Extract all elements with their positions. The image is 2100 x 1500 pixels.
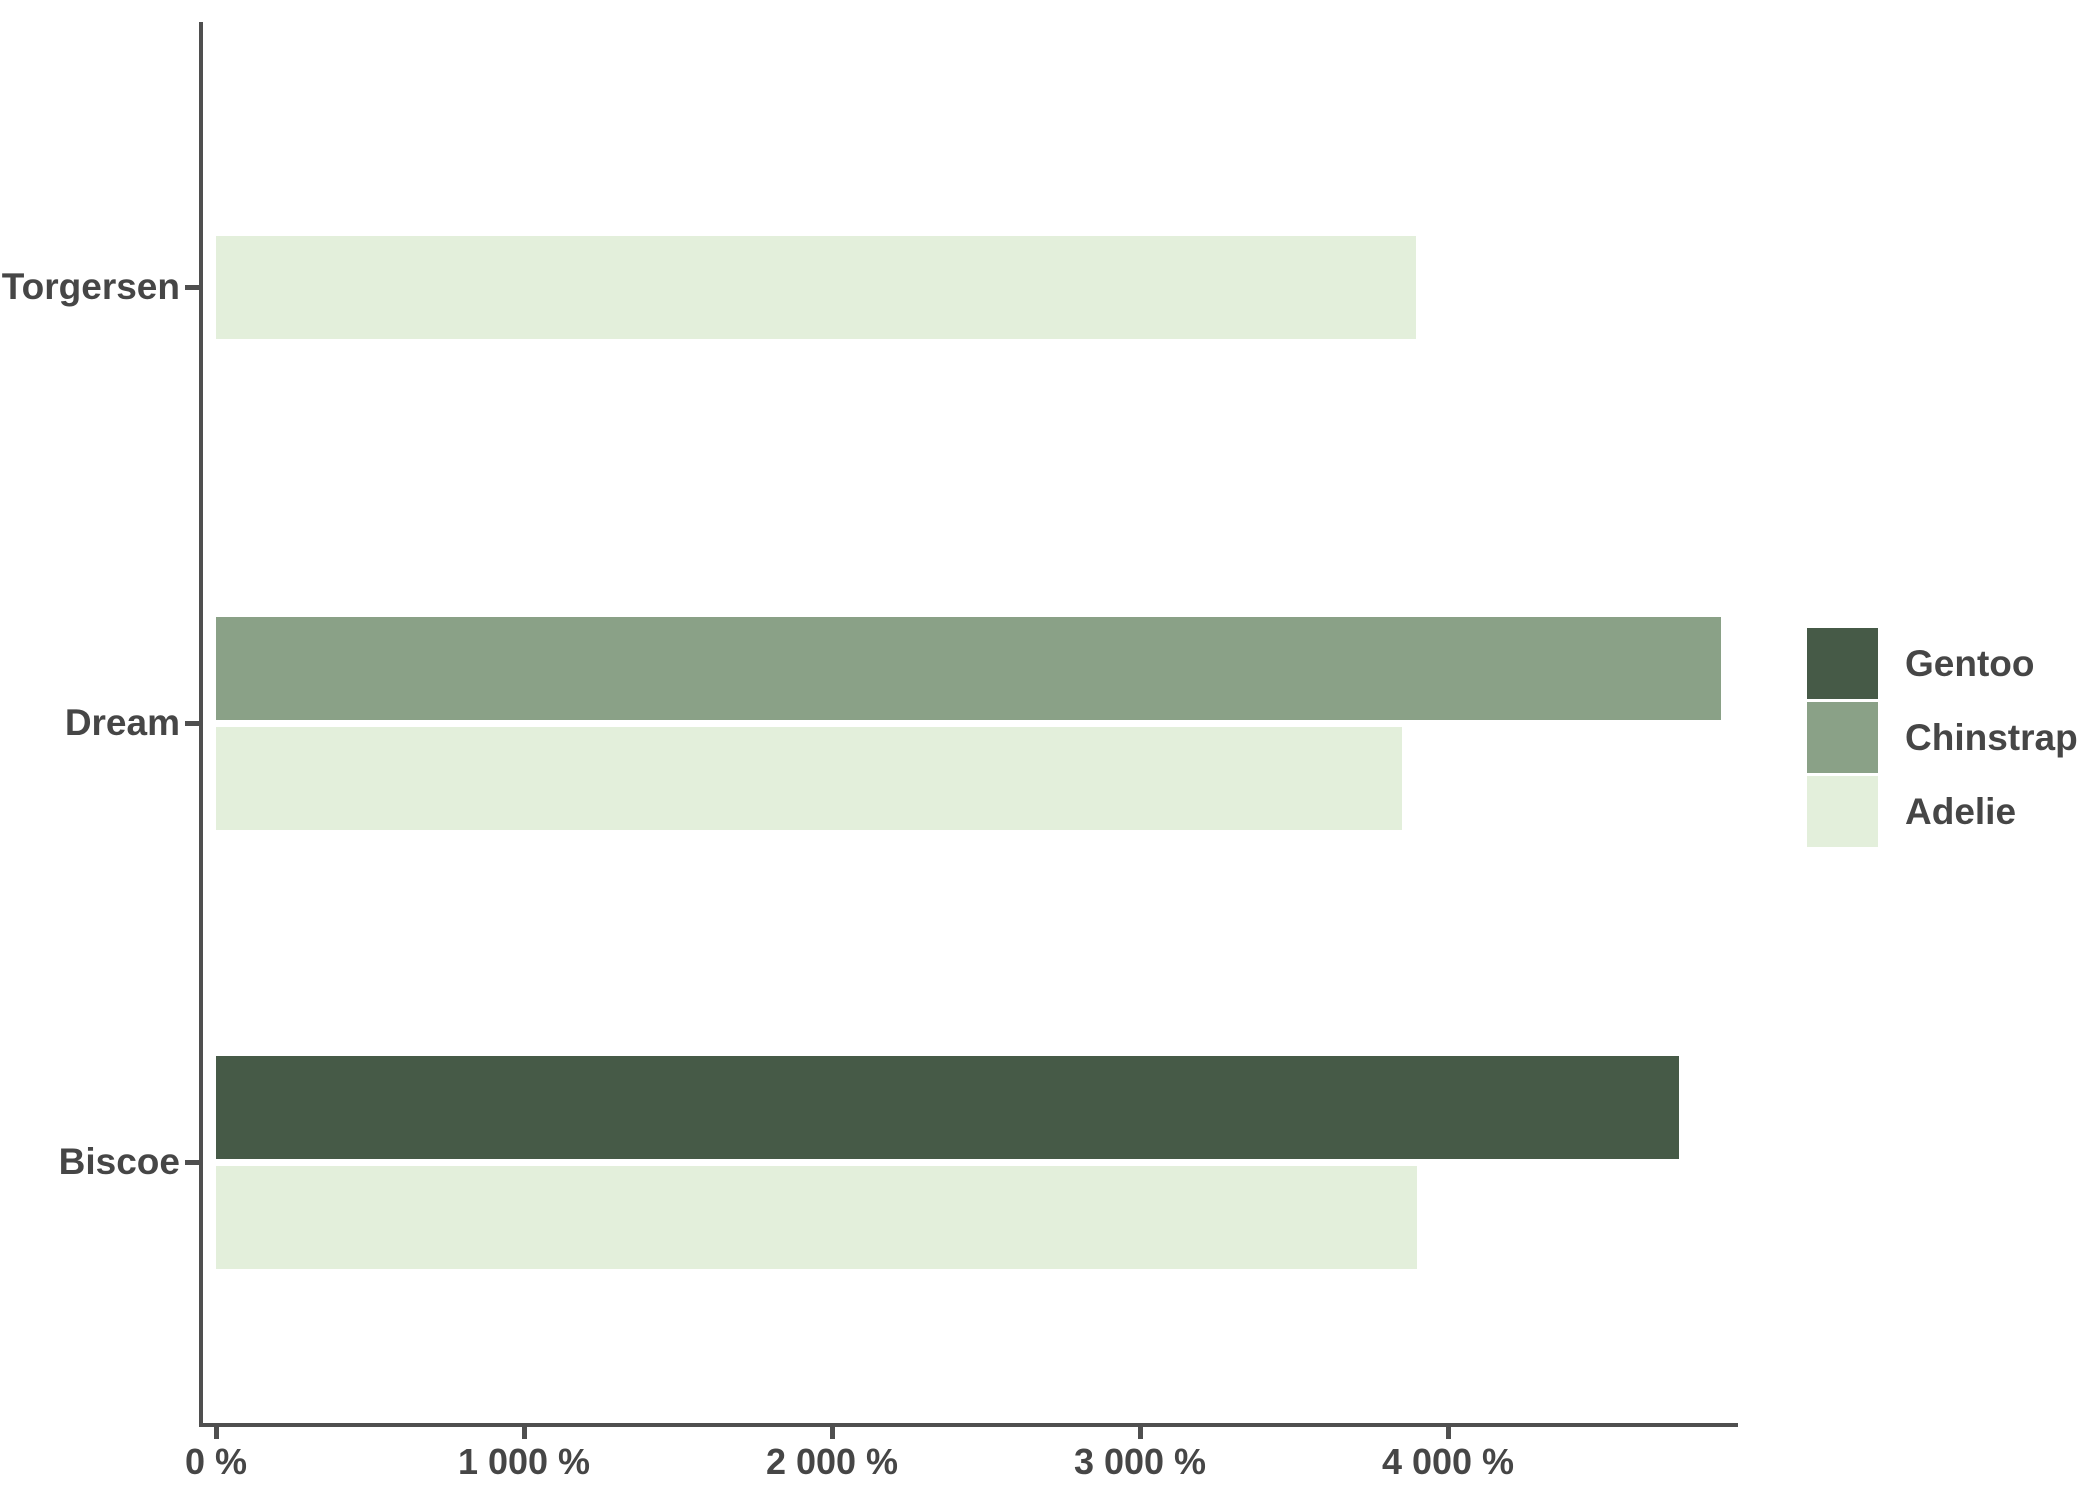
legend: Gentoo Chinstrap Adelie: [1807, 628, 2078, 850]
x-tick-4000: [1446, 1427, 1451, 1439]
legend-swatch-chinstrap: [1807, 702, 1878, 773]
x-tick-3000: [1138, 1427, 1143, 1439]
legend-label-chinstrap: Chinstrap: [1905, 716, 2078, 758]
bar-torgersen-adelie: [216, 236, 1416, 339]
x-tick-label-4000: 4 000 %: [1381, 1441, 1515, 1482]
x-tick-2000: [830, 1427, 835, 1439]
y-tick-torgersen: [185, 285, 199, 290]
legend-item-gentoo: Gentoo: [1807, 628, 2078, 699]
x-tick-label-2000: 2 000 %: [765, 1441, 899, 1482]
legend-item-adelie: Adelie: [1807, 776, 2078, 847]
x-tick-label-0: 0 %: [184, 1441, 248, 1482]
legend-swatch-gentoo: [1807, 628, 1878, 699]
x-tick-1000: [522, 1427, 527, 1439]
x-tick-label-1000: 1 000 %: [457, 1441, 591, 1482]
x-tick-0: [214, 1427, 219, 1439]
y-tick-biscoe: [185, 1160, 199, 1165]
legend-label-gentoo: Gentoo: [1905, 642, 2035, 684]
bar-dream-adelie: [216, 727, 1402, 830]
y-tick-label-torgersen: Torgersen: [1, 266, 180, 307]
bars-layer: [203, 22, 1738, 1423]
bar-biscoe-gentoo: [216, 1056, 1679, 1159]
legend-item-chinstrap: Chinstrap: [1807, 702, 2078, 773]
legend-label-adelie: Adelie: [1905, 790, 2017, 832]
bar-biscoe-adelie: [216, 1166, 1417, 1269]
y-tick-label-dream: Dream: [64, 702, 180, 743]
y-tick-label-biscoe: Biscoe: [58, 1141, 180, 1182]
legend-swatch-adelie: [1807, 776, 1878, 847]
bar-dream-chinstrap: [216, 617, 1721, 720]
x-tick-label-3000: 3 000 %: [1073, 1441, 1207, 1482]
y-tick-dream: [185, 721, 199, 726]
x-axis-line: [199, 1423, 1738, 1427]
y-axis-line: [199, 22, 203, 1427]
